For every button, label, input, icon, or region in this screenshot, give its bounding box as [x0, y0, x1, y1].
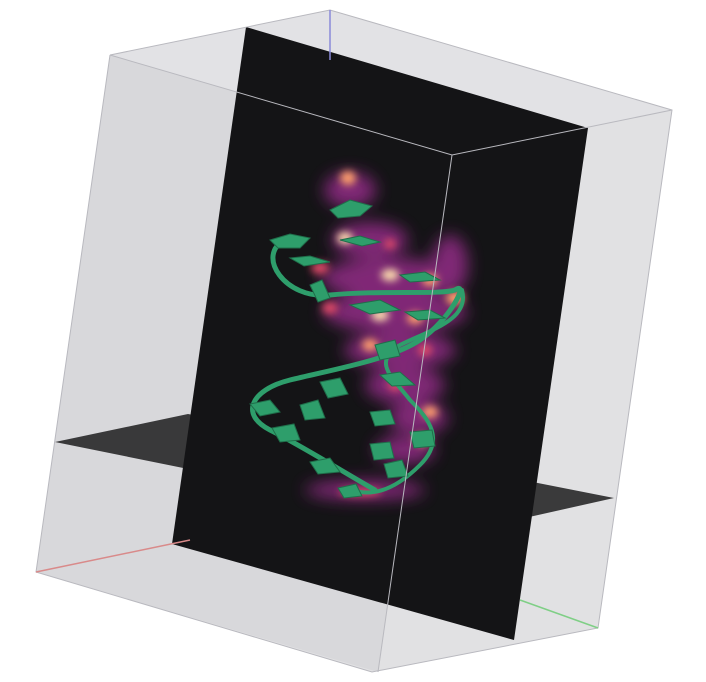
x-axis-line — [35, 539, 191, 573]
dna-helix-model — [250, 237, 466, 495]
helix-backbone-b — [358, 288, 466, 495]
helix-base-pairs — [249, 199, 447, 499]
helix-backbone-a — [250, 237, 463, 493]
y-axis-line — [519, 599, 599, 629]
